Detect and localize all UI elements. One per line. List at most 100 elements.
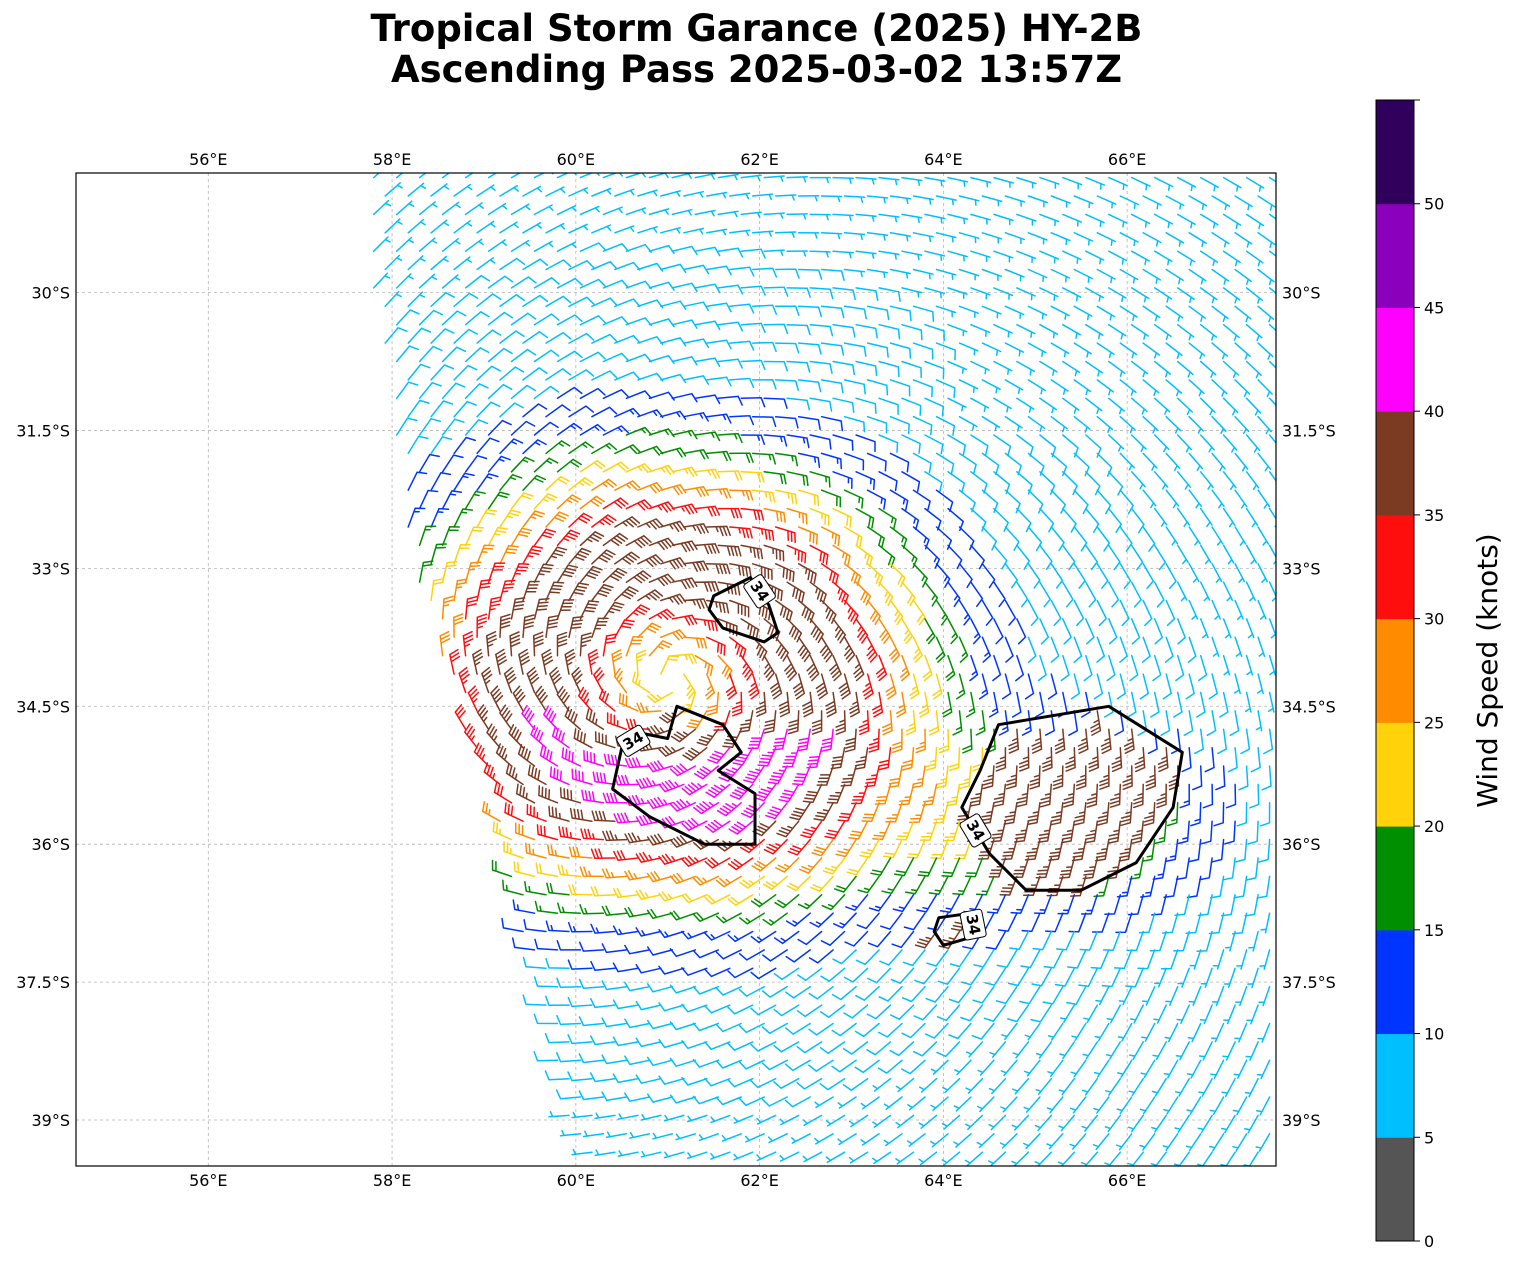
wind-barb [1199, 250, 1219, 267]
wind-barb [958, 563, 973, 589]
wind-barb [958, 599, 971, 626]
wind-barb [648, 573, 675, 587]
wind-barb [952, 710, 963, 736]
wind-barb [407, 363, 431, 381]
lon-tick-label-bottom: 58°E [373, 1171, 411, 1190]
wind-barb [912, 415, 933, 436]
wind-barb [1085, 544, 1098, 571]
wind-barb [900, 1059, 926, 1075]
wind-barb [1108, 176, 1128, 191]
wind-barb [499, 544, 519, 565]
wind-barb [885, 802, 903, 823]
wind-barb [476, 293, 502, 308]
wind-barb [1047, 673, 1058, 700]
wind-barb [1197, 894, 1213, 917]
wind-barb [774, 342, 800, 354]
wind-barb [912, 526, 930, 550]
wind-barb [675, 1133, 697, 1141]
wind-barb [1117, 1022, 1133, 1042]
wind-barb [1257, 452, 1272, 472]
wind-barb [959, 765, 972, 790]
wind-barb [658, 1002, 685, 1012]
wind-barb [1116, 1096, 1133, 1115]
wind-barb [902, 949, 926, 967]
wind-barb [912, 232, 934, 243]
wind-barb [1151, 1077, 1167, 1097]
wind-barb [407, 399, 430, 418]
wind-barb [905, 710, 917, 736]
wind-barb [407, 182, 427, 197]
wind-barb [762, 912, 788, 926]
contour-34kt-line [960, 704, 1184, 892]
wind-barb [878, 434, 899, 453]
wind-barb [729, 489, 754, 501]
wind-barb [614, 188, 635, 197]
wind-barb [660, 629, 687, 641]
wind-barb [819, 1077, 846, 1091]
wind-barb [848, 820, 869, 840]
wind-barb [901, 287, 923, 298]
wind-barb [842, 1041, 869, 1055]
wind-barb [1108, 618, 1118, 645]
wind-barb [861, 802, 880, 823]
wind-barb [476, 508, 498, 528]
wind-barb [1134, 746, 1146, 773]
wind-barb [464, 173, 474, 179]
wind-barb [510, 597, 526, 620]
wind-barb [1176, 1004, 1190, 1025]
wind-barb [1211, 636, 1220, 657]
wind-barb [1235, 985, 1248, 1007]
colorbar-segment [1376, 514, 1414, 620]
wind-barb [958, 489, 976, 513]
wind-barb [906, 1133, 926, 1147]
wind-barb [1127, 1114, 1144, 1133]
wind-barb [848, 1151, 869, 1164]
wind-barb [947, 581, 961, 607]
wind-barb [578, 1016, 605, 1027]
wind-barb [751, 267, 778, 278]
wind-barb [646, 833, 674, 846]
wind-barb [1192, 765, 1203, 791]
wind-barb [854, 1022, 880, 1038]
wind-barb [1188, 563, 1200, 583]
wind-barb [866, 452, 887, 472]
wind-barb [601, 1091, 628, 1102]
wind-barb [681, 1003, 708, 1013]
wind-barb [866, 526, 885, 549]
wind-barb [1096, 599, 1107, 627]
wind-barb [1119, 342, 1138, 359]
wind-barb [1027, 563, 1041, 589]
wind-barb [590, 923, 616, 934]
wind-barb [866, 563, 884, 587]
wind-barb [843, 452, 865, 471]
wind-barb [578, 1053, 605, 1064]
wind-barb [811, 710, 823, 735]
wind-barb [1225, 783, 1237, 809]
wind-barb [1096, 526, 1111, 552]
wind-barb [476, 544, 495, 565]
lat-tick-label-left: 31.5°S [16, 421, 70, 440]
wind-barb [773, 930, 800, 945]
wind-barb [1082, 857, 1099, 880]
wind-barb [732, 746, 754, 766]
wind-barb [501, 917, 524, 933]
wind-barb [601, 943, 628, 954]
wind-barb [1142, 489, 1157, 509]
wind-barb [1221, 1077, 1236, 1098]
wind-barb [925, 985, 949, 1003]
wind-barb [750, 894, 777, 908]
wind-barb [578, 978, 605, 990]
wind-barb [1185, 673, 1195, 700]
wind-barb [579, 351, 606, 363]
wind-barb [476, 401, 501, 418]
wind-barb [606, 712, 628, 731]
wind-barb [658, 1038, 685, 1049]
wind-barb [878, 985, 903, 1002]
wind-barb [1234, 452, 1249, 472]
wind-barb [646, 724, 674, 737]
wind-barb [1085, 434, 1102, 458]
wind-barb [774, 452, 799, 467]
wind-barb [889, 1041, 915, 1057]
wind-barb [744, 1133, 765, 1143]
wind-barb [522, 222, 542, 234]
